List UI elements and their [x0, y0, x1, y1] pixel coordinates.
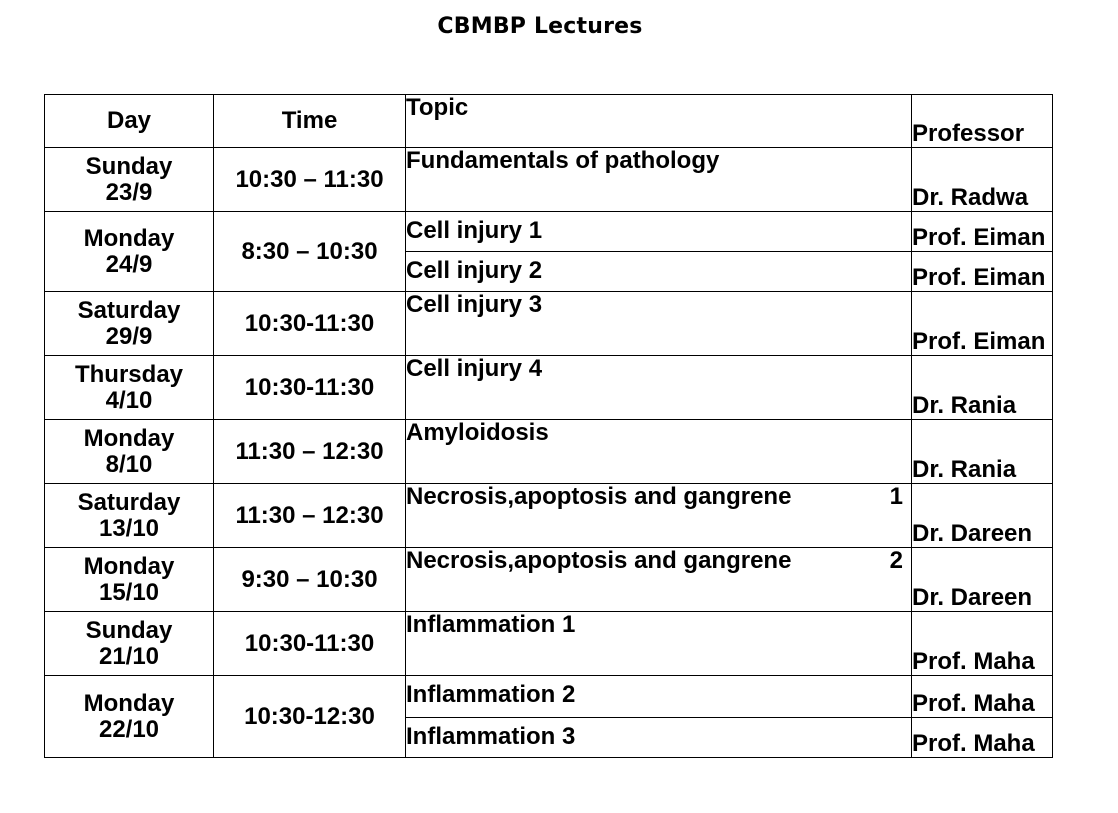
table-row: Inflammation 3 Prof. Maha [45, 717, 1053, 758]
day-date: 15/10 [98, 578, 160, 606]
topic-cell: Necrosis,apoptosis and gangrene 1 [405, 483, 912, 548]
day-cell: Monday 24/9 [44, 211, 214, 292]
table-row: Monday 15/10 9:30 – 10:30 Necrosis,apopto… [44, 547, 1053, 612]
day-name: Monday [83, 424, 175, 452]
topic-text: Necrosis,apoptosis and gangrene [406, 483, 792, 510]
day-date: 13/10 [98, 514, 160, 542]
table-row: Cell injury 2 Prof. Eiman [45, 251, 1053, 292]
header-topic: Topic [405, 94, 912, 148]
time-cell: 10:30-12:30 [213, 675, 406, 758]
topic-cell: Cell injury 4 [405, 355, 912, 420]
topic-cell: Inflammation 1 [405, 611, 912, 676]
time-cell: 11:30 – 12:30 [213, 419, 406, 484]
header-day: Day [44, 94, 214, 148]
day-cell: Sunday 23/9 [44, 147, 214, 212]
time-cell: 10:30-11:30 [213, 291, 406, 356]
header-time: Time [213, 94, 406, 148]
day-cell: Saturday 13/10 [44, 483, 214, 548]
header-professor: Professor [911, 94, 1053, 148]
topic-cell: Amyloidosis [405, 419, 912, 484]
time-cell: 10:30 – 11:30 [213, 147, 406, 212]
topic-cell: Cell injury 2 [405, 251, 912, 292]
day-name: Monday [83, 552, 175, 580]
day-cell: Monday 15/10 [44, 547, 214, 612]
day-cell: Thursday 4/10 [44, 355, 214, 420]
professor-cell: Dr. Dareen [911, 547, 1053, 612]
topic-cell: Cell injury 3 [405, 291, 912, 356]
table-row: Sunday 23/9 10:30 – 11:30 Fundamentals of… [44, 147, 1053, 212]
table-row: Saturday 13/10 11:30 – 12:30 Necrosis,apo… [44, 483, 1053, 548]
day-cell: Saturday 29/9 [44, 291, 214, 356]
topic-cell: Cell injury 1 [405, 211, 912, 252]
day-name: Saturday [77, 296, 181, 324]
day-cell: Sunday 21/10 [44, 611, 214, 676]
topic-cell: Inflammation 2 [405, 675, 912, 718]
day-name: Monday [83, 689, 175, 717]
day-name: Monday [83, 224, 175, 252]
table-row: Monday 8/10 11:30 – 12:30 Amyloidosis Dr.… [44, 419, 1053, 484]
day-date: 23/9 [105, 178, 153, 206]
table-row: Sunday 21/10 10:30-11:30 Inflammation 1 P… [44, 611, 1053, 676]
time-cell: 10:30-11:30 [213, 611, 406, 676]
time-cell: 9:30 – 10:30 [213, 547, 406, 612]
professor-cell: Dr. Rania [911, 355, 1053, 420]
professor-cell: Prof. Maha [911, 717, 1053, 758]
day-date: 8/10 [105, 450, 153, 478]
topic-number: 1 [889, 483, 903, 510]
topic-text: Necrosis,apoptosis and gangrene [406, 547, 792, 574]
table-row: Monday 22/10 10:30-12:30 Inflammation 2 P… [44, 675, 1053, 758]
professor-cell: Prof. Maha [911, 611, 1053, 676]
time-cell: 10:30-11:30 [213, 355, 406, 420]
day-date: 22/10 [98, 715, 160, 743]
topic-cell: Fundamentals of pathology [405, 147, 912, 212]
day-name: Saturday [77, 488, 181, 516]
professor-cell: Prof. Maha [911, 675, 1053, 718]
professor-cell: Dr. Rania [911, 419, 1053, 484]
day-name: Thursday [74, 360, 184, 388]
topic-cell: Inflammation 3 [405, 717, 912, 758]
time-cell: 11:30 – 12:30 [213, 483, 406, 548]
professor-cell: Prof. Eiman [911, 211, 1053, 252]
professor-cell: Prof. Eiman [911, 251, 1053, 292]
day-date: 29/9 [105, 322, 153, 350]
day-name: Sunday [85, 616, 173, 644]
professor-cell: Dr. Dareen [911, 483, 1053, 548]
time-cell: 8:30 – 10:30 [213, 211, 406, 292]
topic-cell: Necrosis,apoptosis and gangrene 2 [405, 547, 912, 612]
page-title: CBMBP Lectures [437, 14, 643, 39]
day-cell: Monday 8/10 [44, 419, 214, 484]
table-row: Monday 24/9 8:30 – 10:30 Cell injury 1 Pr… [44, 211, 1053, 292]
professor-cell: Dr. Radwa [911, 147, 1053, 212]
day-date: 4/10 [105, 386, 153, 414]
topic-number: 2 [889, 547, 903, 574]
day-cell: Monday 22/10 [44, 675, 214, 758]
table-row: Saturday 29/9 10:30-11:30 Cell injury 3 P… [44, 291, 1053, 356]
lecture-schedule-table: Day Time Topic Professor Sunday 23/9 10:3… [44, 94, 1053, 758]
day-name: Sunday [85, 152, 173, 180]
table-header-row: Day Time Topic Professor [44, 94, 1053, 148]
day-date: 24/9 [105, 250, 153, 278]
day-date: 21/10 [98, 642, 160, 670]
professor-cell: Prof. Eiman [911, 291, 1053, 356]
table-row: Thursday 4/10 10:30-11:30 Cell injury 4 D… [44, 355, 1053, 420]
